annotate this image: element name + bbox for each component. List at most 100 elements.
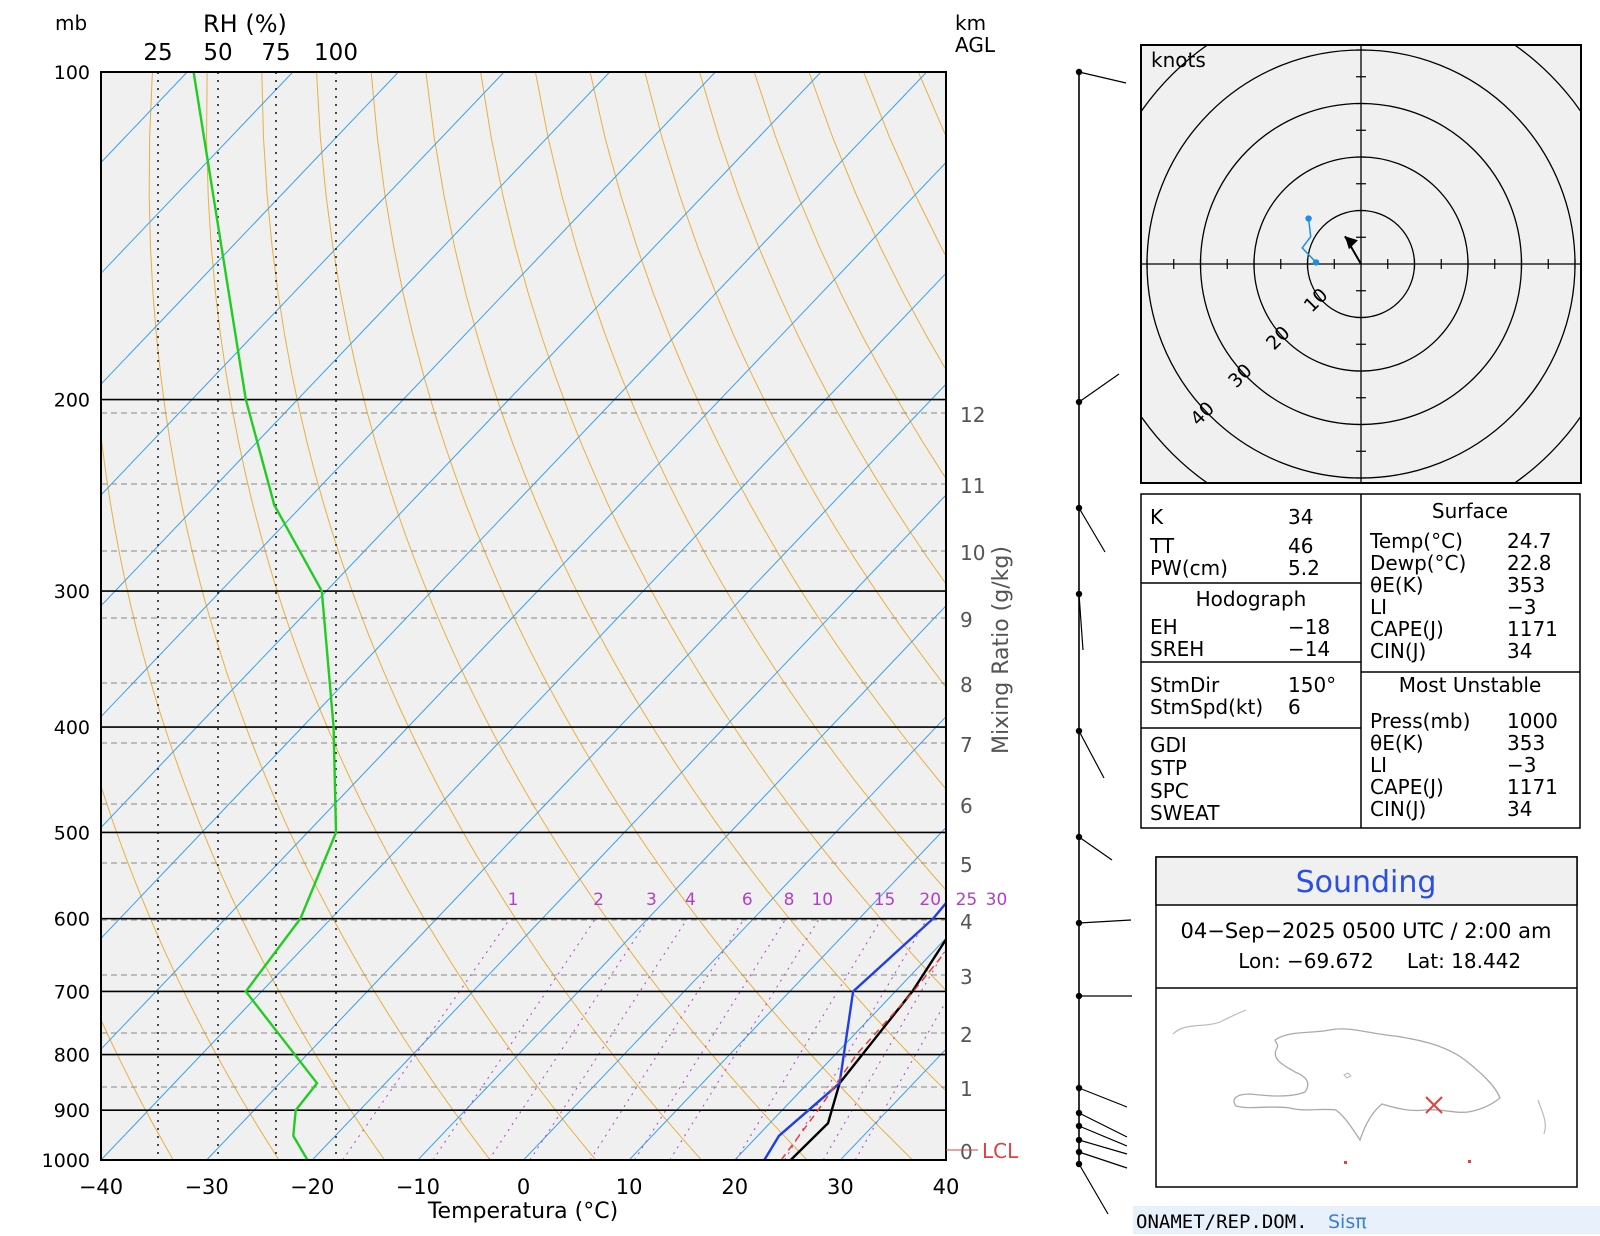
plot-frame [100, 71, 947, 1161]
wind-barb [1078, 593, 1084, 651]
hodograph-trace-point [1312, 259, 1320, 266]
temperature-tick-label: 40 [933, 1175, 960, 1199]
wind-barb [1078, 1151, 1128, 1169]
sounding-title: Sounding [1296, 865, 1437, 900]
isotherm-line [101, 72, 399, 385]
isotherm-line [311, 494, 946, 1160]
wind-barb [1078, 730, 1105, 779]
row-value: 1171 [1507, 617, 1558, 641]
pressure-tick-label: 100 [54, 62, 90, 84]
k-index-label: K [1150, 505, 1164, 529]
sreh-label: SREH [1150, 637, 1204, 661]
row-label: Press(mb) [1370, 709, 1470, 733]
dry-adiabat-line [206, 72, 597, 1160]
sounding-lat: Lat: 18.442 [1407, 949, 1521, 973]
isotherm-line [206, 383, 946, 1160]
row-label: CAPE(J) [1370, 775, 1444, 799]
dry-adiabat-line [589, 72, 946, 790]
row-label: Dewp(°C) [1370, 551, 1466, 575]
rh-trace [192, 72, 338, 1160]
wind-barb [1078, 836, 1113, 861]
rh-tick-label: 75 [261, 40, 290, 66]
isotherm-line [101, 72, 927, 940]
most-unstable-title: Most Unstable [1399, 673, 1542, 697]
pressure-tick-label: 500 [54, 822, 90, 844]
pressure-tick-label: 600 [54, 909, 90, 931]
lcl-label: LCL [982, 1139, 1019, 1163]
location-marker [1425, 1096, 1443, 1114]
isotherm-line [101, 72, 611, 607]
wind-barb-column [1075, 68, 1132, 1215]
temperature-tick-labels: −40 −30 −20 −10 0 10 20 30 40 [79, 1175, 960, 1199]
mixing-ratio-label: 4 [685, 890, 696, 910]
row-label: LI [1370, 753, 1387, 777]
mixing-ratio-label: 3 [646, 890, 657, 910]
rh-tick-label: 50 [203, 40, 232, 66]
mixing-ratio-label: 2 [593, 890, 604, 910]
sreh-value: −14 [1288, 637, 1330, 661]
row-label: θE(K) [1370, 573, 1424, 597]
row-label: Temp(°C) [1369, 529, 1463, 553]
wind-barb [1078, 1139, 1128, 1155]
isotherm-line [101, 72, 294, 275]
pressure-tick-label: 900 [54, 1100, 90, 1122]
rh-tick-label: 100 [314, 40, 358, 66]
tt-index-label: TT [1149, 534, 1175, 558]
mixing-ratio-label: 10 [811, 890, 833, 910]
km-tick-label: 6 [960, 794, 973, 818]
stmspd-value: 6 [1288, 695, 1301, 719]
dry-adiabat-line [101, 431, 386, 1160]
surface-rows: Temp(°C) 24.7 Dewp(°C) 22.8 θE(K) 353 LI −3 CAPE… [1369, 529, 1558, 663]
mixing-ratio-line [735, 918, 882, 1160]
rh-axis-title: RH (%) [203, 10, 287, 38]
rh-tick-labels: 25 50 75 100 [143, 40, 358, 66]
mixing-ratio-axis-title: Mixing Ratio (g/kg) [989, 546, 1014, 754]
temperature-tick-label: 0 [517, 1175, 530, 1199]
skewt-diagram: mb RH (%) km AGL 25 50 75 100 1002003004005… [42, 10, 1019, 1224]
mixing-ratio-label: 1 [508, 890, 519, 910]
row-value: −3 [1507, 753, 1536, 777]
wind-barb [1078, 1112, 1128, 1138]
km-tick-label: 3 [960, 965, 973, 989]
spc-label: SPC [1150, 779, 1189, 803]
hodograph-rings [1141, 45, 1581, 483]
mixing-ratio-line [669, 918, 820, 1160]
row-label: LI [1370, 595, 1387, 619]
dry-adiabat-line [316, 72, 808, 1160]
row-value: 1171 [1507, 775, 1558, 799]
dry-adiabat-line [644, 72, 946, 689]
temperature-tick-label: −40 [79, 1175, 123, 1199]
isotherm-line [523, 715, 946, 1160]
most-unstable-rows: Press(mb) 1000 θE(K) 353 LI −3 CAPE(J) 1171 CIN(… [1370, 709, 1558, 821]
isotherm-line [628, 826, 946, 1160]
row-value: 34 [1507, 639, 1532, 663]
km-tick-label: 12 [960, 403, 985, 427]
eh-value: −18 [1288, 615, 1330, 639]
km-tick-label: 11 [960, 474, 985, 498]
row-value: 24.7 [1507, 529, 1552, 553]
hodograph-unit-label: knots [1151, 48, 1206, 72]
km-tick-label: 1 [960, 1077, 973, 1101]
row-label: CIN(J) [1370, 639, 1426, 663]
temperature-tick-label: 10 [616, 1175, 643, 1199]
km-tick-label: 2 [960, 1023, 973, 1047]
pw-label: PW(cm) [1150, 556, 1228, 580]
stmdir-value: 150° [1288, 673, 1336, 697]
km-tick-label: 5 [960, 853, 973, 877]
wind-barb [1078, 373, 1120, 403]
mixing-ratio-label: 15 [874, 890, 896, 910]
mixing-ratio-line [784, 918, 928, 1160]
mixing-ratio-labels: 1 2 3 4 6 8 10 15 20 25 30 [508, 890, 1008, 910]
row-value: −3 [1507, 595, 1536, 619]
hodograph-trace [1301, 215, 1362, 266]
temperature-tick-label: −30 [184, 1175, 228, 1199]
row-label: CAPE(J) [1370, 617, 1444, 641]
footer-org: ONAMET/REP.DOM. [1136, 1211, 1308, 1233]
sounding-datetime: 04−Sep−2025 0500 UTC / 2:00 am [1181, 919, 1552, 943]
x-axis-title: Temperatura (°C) [427, 1199, 618, 1224]
row-value: 34 [1507, 797, 1532, 821]
km-tick-label: 9 [960, 608, 973, 632]
pressure-tick-label: 200 [54, 390, 90, 412]
wind-barb [1078, 1087, 1128, 1108]
